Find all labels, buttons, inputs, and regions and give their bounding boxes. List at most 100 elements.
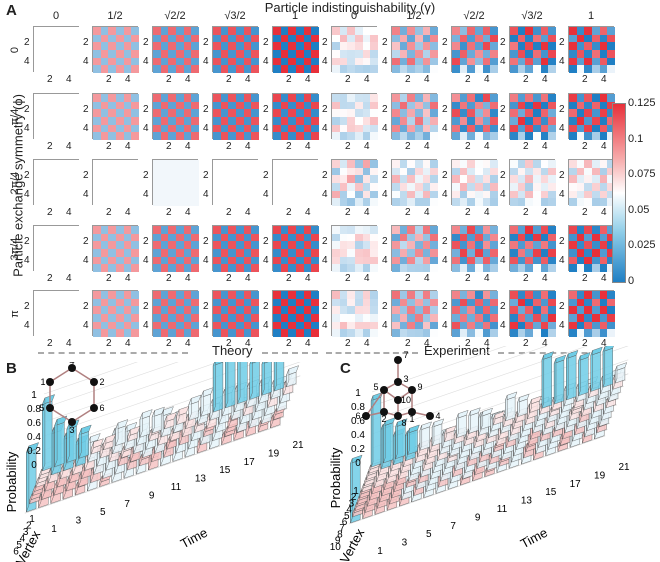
x-tick-label: 2: [166, 74, 172, 85]
graph-node: [90, 404, 98, 412]
bar-side: [553, 358, 557, 405]
heatmap-cell: [391, 290, 439, 338]
heatmap-cell: [33, 93, 81, 141]
graph-edge: [49, 407, 73, 423]
y-tick-label: 4: [382, 189, 388, 200]
y-tick-label: 2: [559, 301, 565, 312]
x-tick-label: 2: [582, 273, 588, 284]
time-tick: 9: [149, 490, 155, 501]
graph-node: [394, 356, 402, 364]
graph-edge: [71, 407, 95, 423]
time-tick: 3: [402, 538, 408, 549]
vertex-tick: 6: [342, 517, 348, 528]
x-tick-label: 4: [185, 74, 191, 85]
heatmap-cell: [33, 225, 81, 273]
x-tick-label: 2: [106, 273, 112, 284]
x-tick-label: 4: [601, 207, 607, 218]
x-tick-label: 2: [47, 273, 53, 284]
y-tick-label: 4: [83, 123, 89, 134]
x-tick-label: 4: [364, 273, 370, 284]
y-tick-label: 4: [559, 320, 565, 331]
column-header: √2/2: [164, 10, 186, 22]
time-tick: 11: [497, 504, 508, 515]
x-tick-label: 2: [582, 74, 588, 85]
heatmap-cell: [331, 225, 379, 273]
y-tick-label: 4: [322, 255, 328, 266]
vertex-tick: 5: [344, 511, 350, 522]
y-tick-label: 4: [203, 255, 209, 266]
colorbar-tick: 0.05: [628, 203, 650, 216]
bar-side: [188, 398, 192, 421]
column-header: 1: [291, 10, 299, 22]
graph-node: [68, 364, 76, 372]
y-tick-label: 2: [203, 301, 209, 312]
x-tick-label: 2: [226, 141, 232, 152]
y-tick-label: 4: [382, 320, 388, 331]
x-tick-label: 2: [226, 74, 232, 85]
y-tick-label: 4: [83, 56, 89, 67]
y-tick-label: 2: [263, 236, 269, 247]
heatmap-cell: [568, 93, 616, 141]
y-tick-label: 4: [559, 255, 565, 266]
bar-side: [557, 441, 560, 452]
heatmap-cell: [92, 159, 140, 207]
prob-tick: 0.6: [27, 418, 41, 429]
y-tick-label: 2: [382, 104, 388, 115]
x-tick-label: 2: [405, 207, 411, 218]
y-tick-label: 2: [382, 236, 388, 247]
graph-edge: [49, 367, 73, 383]
time-tick: 13: [521, 496, 533, 507]
y-tick-label: 2: [382, 37, 388, 48]
vertex-tick: 1: [29, 514, 35, 525]
y-tick-label: 4: [559, 189, 565, 200]
vertex-tick: 8: [337, 529, 343, 540]
bar-side: [176, 409, 180, 425]
colorbar-tick: 0.075: [628, 168, 656, 180]
heatmap-cell: [212, 225, 260, 273]
y-tick-label: 2: [559, 170, 565, 181]
graph-node-label: 1: [40, 377, 45, 387]
vertex-tick: 4: [20, 534, 26, 545]
y-tick-label: 4: [24, 123, 30, 134]
prob-tick: 0.2: [27, 446, 41, 457]
bar-side: [164, 415, 168, 430]
bar-side: [66, 423, 70, 463]
bar-side: [227, 415, 231, 429]
x-tick-label: 2: [106, 141, 112, 152]
wall-grid-line: [371, 346, 588, 421]
y-tick-label: 4: [500, 189, 506, 200]
y-tick-label: 2: [143, 104, 149, 115]
y-tick-label: 4: [83, 189, 89, 200]
y-tick-label: 4: [322, 189, 328, 200]
x-tick-label: 2: [226, 338, 232, 349]
heatmap-cell: [272, 26, 320, 74]
prob-tick: 0.8: [27, 404, 41, 415]
y-tick-label: 2: [382, 301, 388, 312]
y-tick-label: 4: [143, 189, 149, 200]
x-tick-label: 4: [305, 273, 311, 284]
prob-tick: 0.2: [351, 444, 365, 455]
bar-side: [286, 368, 290, 388]
y-tick-label: 4: [143, 123, 149, 134]
time-tick: 1: [51, 524, 57, 535]
experiment-arrow-left: [326, 352, 418, 354]
y-tick-label: 2: [322, 37, 328, 48]
heatmap-cell: [92, 290, 140, 338]
x-tick-label: 2: [465, 273, 471, 284]
column-header: 1/2: [107, 10, 123, 22]
x-tick-label: 4: [125, 141, 131, 152]
y-tick-label: 2: [83, 236, 89, 247]
heatmap-cell: [212, 93, 260, 141]
bar-side: [166, 436, 170, 450]
x-tick-label: 4: [245, 338, 251, 349]
row-header: 3π/4: [9, 237, 21, 261]
bar-side: [74, 481, 78, 496]
theory-arrow-left: [38, 352, 188, 354]
bar-side: [614, 365, 618, 384]
y-tick-label: 2: [500, 236, 506, 247]
y-tick-label: 4: [442, 255, 448, 266]
bar-side: [517, 397, 520, 417]
y-tick-label: 2: [143, 301, 149, 312]
x-tick-label: 4: [245, 207, 251, 218]
